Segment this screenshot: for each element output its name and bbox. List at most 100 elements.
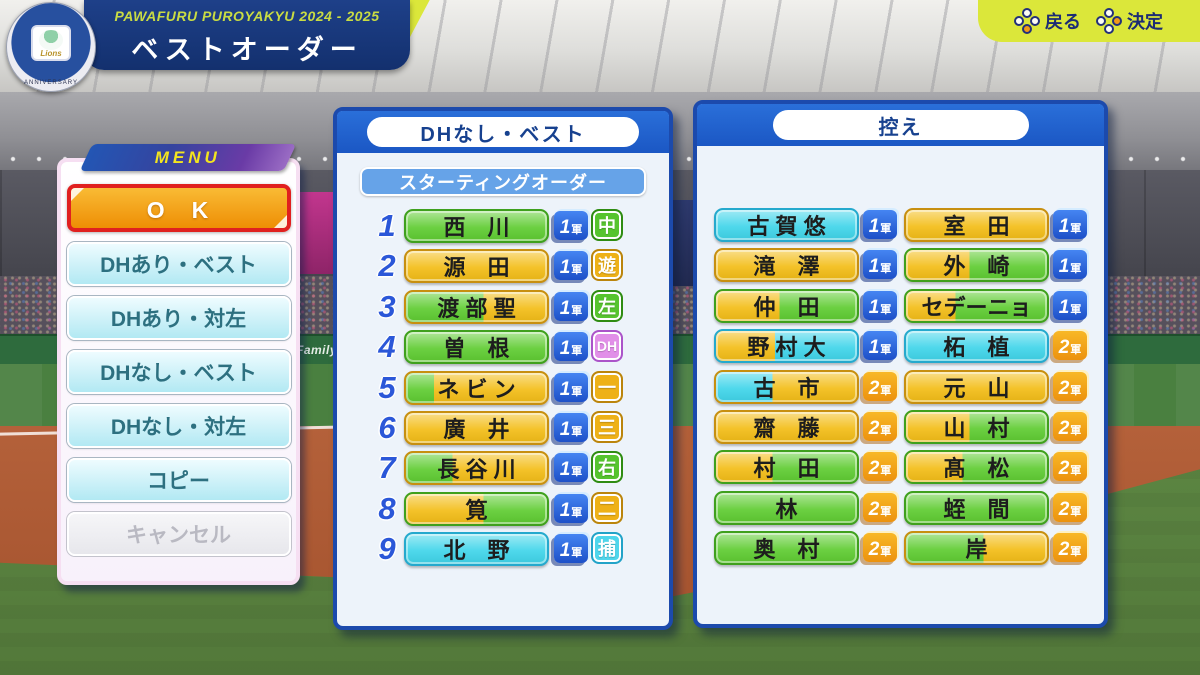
menu-item-dh-ari-best[interactable]: DHあり・ベスト: [66, 242, 291, 286]
player-name: 西 川: [443, 215, 510, 240]
lion-face-icon: [39, 30, 63, 50]
menu-header: MENU: [79, 144, 297, 171]
player-name-plate[interactable]: 源 田: [404, 249, 549, 283]
bench-title: 控え: [772, 110, 1029, 140]
batting-order-number: 1: [378, 208, 396, 243]
position-badge: 遊: [591, 249, 623, 281]
player-name-plate[interactable]: 北 野: [404, 532, 549, 566]
title-banner: PAWAFURU PUROYAKYU 2024 - 2025 ベストオーダー: [84, 0, 410, 70]
position-badge: 二: [591, 492, 623, 524]
player-name-plate[interactable]: 仲 田: [714, 289, 859, 323]
lions-flag-icon: Lions: [31, 25, 71, 61]
player-name-plate[interactable]: 古 市: [714, 370, 859, 404]
team-logo: Lions ANNIVERSARY: [6, 2, 96, 92]
player-name-plate[interactable]: 古 賀 悠: [714, 208, 859, 242]
player-name-plate[interactable]: 蛭 間: [904, 491, 1049, 525]
player-name-plate[interactable]: 柘 植: [904, 329, 1049, 363]
menu-item-dh-ari-taihidari[interactable]: DHあり・対左: [66, 296, 291, 340]
player-name-plate[interactable]: 渡 部 聖: [404, 290, 549, 324]
menu-item-ok[interactable]: O K: [66, 184, 291, 232]
player-name-plate[interactable]: 村 田: [714, 450, 859, 484]
player-name-plate[interactable]: セデーニョ: [904, 289, 1049, 323]
player-name-plate[interactable]: 山 村: [904, 410, 1049, 444]
menu-item-dh-nashi-best[interactable]: DHなし・ベスト: [66, 350, 291, 394]
player-name-plate[interactable]: 奥 村: [714, 531, 859, 565]
pad-down-button-icon: [1014, 8, 1040, 34]
bench-panel-header: 控え: [697, 104, 1104, 146]
player-name-plate[interactable]: 元 山: [904, 370, 1049, 404]
pad-right-button-icon: [1096, 8, 1122, 34]
player-name-plate[interactable]: 廣 井: [404, 411, 549, 445]
player-name: ネ ビ ン: [437, 377, 516, 402]
position-badge: 右: [591, 451, 623, 483]
player-name-plate[interactable]: 滝 澤: [714, 248, 859, 282]
logo-ring-text: ANNIVERSARY: [24, 80, 78, 86]
menu-item-copy[interactable]: コピー: [66, 458, 291, 502]
player-name: 長 谷 川: [437, 457, 516, 482]
batting-order-number: 7: [378, 450, 396, 485]
menu-item-cancel[interactable]: キャンセル: [66, 512, 291, 556]
back-button[interactable]: 戻る: [1014, 8, 1081, 34]
position-badge: 捕: [591, 532, 623, 564]
batting-order-number: 5: [378, 370, 396, 405]
menu-panel: O K DHあり・ベスト DHあり・対左 DHなし・ベスト DHなし・対左 コピ…: [57, 158, 300, 585]
batting-order-number: 6: [378, 410, 396, 445]
player-name-plate[interactable]: 室 田: [904, 208, 1049, 242]
player-name-plate[interactable]: 岸: [904, 531, 1049, 565]
controller-hints: 戻る 決定: [978, 0, 1200, 42]
player-name-plate[interactable]: ネ ビ ン: [404, 371, 549, 405]
player-name-plate[interactable]: 筧: [404, 492, 549, 526]
batting-order-number: 4: [378, 329, 396, 364]
confirm-button[interactable]: 決定: [1096, 8, 1163, 34]
player-name-plate[interactable]: 野 村 大: [714, 329, 859, 363]
lineup-panel-header: DHなし・ベスト: [337, 111, 669, 153]
logo-script-text: Lions: [40, 49, 62, 58]
player-name-plate[interactable]: 髙 松: [904, 450, 1049, 484]
player-name-plate[interactable]: 林: [714, 491, 859, 525]
player-name-plate[interactable]: 西 川: [404, 209, 549, 243]
player-name-plate[interactable]: 長 谷 川: [404, 451, 549, 485]
player-name-plate[interactable]: 外 崎: [904, 248, 1049, 282]
menu-item-dh-nashi-taihidari[interactable]: DHなし・対左: [66, 404, 291, 448]
lineup-title: DHなし・ベスト: [367, 117, 639, 147]
player-name-plate[interactable]: 齋 藤: [714, 410, 859, 444]
player-name: 曽 根: [443, 336, 510, 361]
player-name: 廣 井: [443, 417, 510, 442]
player-name-plate[interactable]: 曽 根: [404, 330, 549, 364]
position-badge: DH: [591, 330, 623, 362]
player-name: 渡 部 聖: [437, 296, 516, 321]
position-badge: 一: [591, 371, 623, 403]
